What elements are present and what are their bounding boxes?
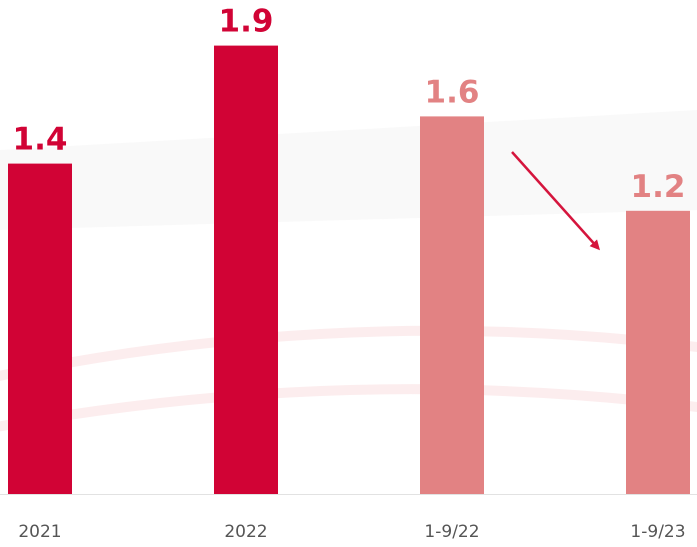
bar-1-9-23 — [626, 210, 690, 495]
bar-1-9-22 — [420, 116, 484, 495]
value-label-2022: 1.9 — [219, 4, 274, 40]
tick-label-2022: 2022 — [224, 522, 267, 542]
bars — [8, 45, 690, 495]
bar-2022 — [214, 45, 278, 494]
value-label-1-9-22: 1.6 — [425, 74, 480, 110]
value-label-1-9-23: 1.2 — [631, 169, 686, 205]
trend-arrow — [511, 151, 601, 251]
background-watermark — [0, 110, 697, 432]
tick-label-1-9-23: 1-9/23 — [630, 522, 685, 542]
tick-label-2021: 2021 — [18, 522, 61, 542]
tick-label-1-9-22: 1-9/22 — [424, 522, 479, 542]
value-labels: 1.4 1.9 1.6 1.2 — [13, 4, 686, 205]
value-label-2021: 1.4 — [13, 122, 68, 158]
x-axis-tick-labels: 2021 2022 1-9/22 1-9/23 — [18, 522, 685, 542]
bar-2021 — [8, 163, 72, 494]
